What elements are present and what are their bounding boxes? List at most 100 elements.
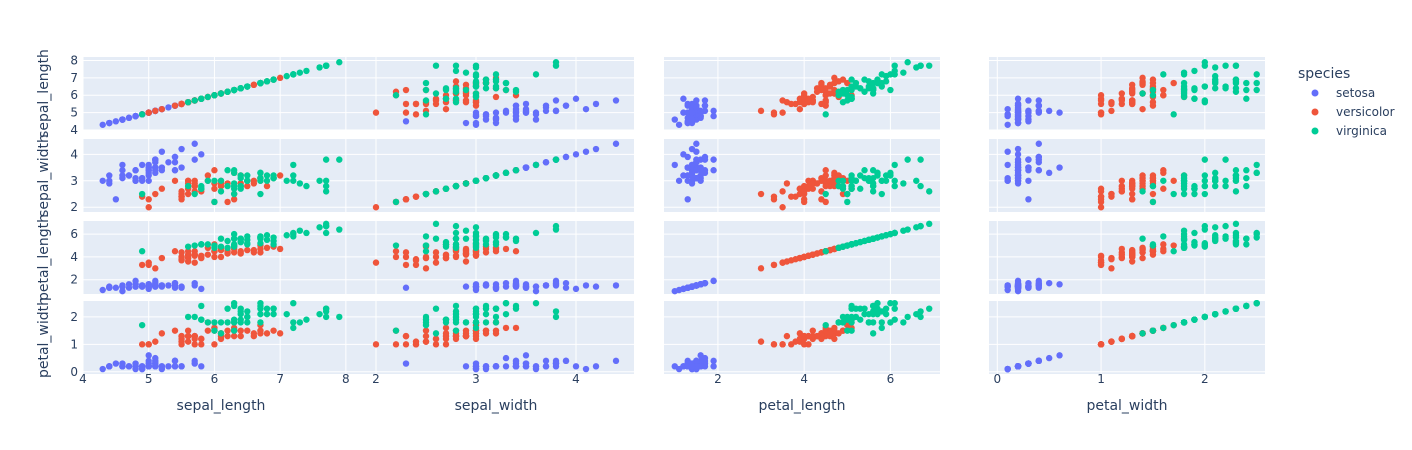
point-virginica [316,64,323,71]
point-setosa [684,164,691,171]
point-setosa [552,97,560,104]
point-versicolor [757,265,765,272]
point-virginica [198,302,205,310]
point-virginica [237,85,244,92]
point-versicolor [171,102,179,109]
point-virginica [257,310,264,318]
point-setosa [171,153,179,161]
point-versicolor [796,105,804,113]
point-versicolor [805,341,812,348]
y-tick-label: 4 [70,123,78,137]
point-virginica [1201,240,1209,247]
point-versicolor [224,198,231,206]
y-axis-title-sepal_width: sepal_width [36,134,52,217]
point-virginica [1149,198,1157,206]
point-versicolor [1108,265,1115,272]
point-virginica [869,188,877,195]
point-versicolor [184,338,192,345]
point-virginica [1201,182,1209,190]
point-virginica [230,230,238,238]
point-virginica [917,156,924,163]
point-virginica [1191,95,1198,102]
point-virginica [452,222,460,230]
point-versicolor [452,252,460,259]
point-versicolor [1160,241,1167,248]
point-virginica [472,319,480,326]
point-setosa [1025,360,1032,367]
point-versicolor [1118,251,1126,258]
point-virginica [904,59,911,66]
point-virginica [257,177,264,184]
point-virginica [1222,182,1229,190]
point-versicolor [211,167,218,174]
point-virginica [904,313,911,321]
point-setosa [1025,118,1032,125]
point-versicolor [805,332,812,340]
point-setosa [1035,282,1043,289]
point-setosa [1035,140,1043,147]
point-virginica [224,182,231,190]
point-versicolor [392,341,400,348]
point-versicolor [452,332,460,340]
point-setosa [572,285,580,293]
point-virginica [1149,86,1157,94]
point-versicolor [432,249,440,256]
point-setosa [462,283,470,290]
point-virginica [852,305,860,312]
point-versicolor [184,332,192,340]
point-virginica [204,177,212,184]
point-versicolor [1139,246,1146,254]
point-versicolor [770,261,778,269]
point-virginica [462,86,470,94]
point-versicolor [1097,341,1105,348]
point-versicolor [276,330,284,337]
point-virginica [224,88,231,95]
point-virginica [442,95,450,102]
point-versicolor [152,265,159,272]
point-setosa [572,363,580,370]
point-setosa [1025,156,1032,163]
point-setosa [572,95,580,102]
point-versicolor [788,257,795,264]
point-versicolor [1128,196,1136,203]
point-virginica [1232,172,1240,179]
point-virginica [1201,59,1209,66]
point-virginica [512,88,520,95]
point-setosa [542,159,550,166]
point-virginica [257,319,264,326]
point-versicolor [831,74,838,82]
point-virginica [1211,310,1219,318]
point-versicolor [757,338,765,345]
point-virginica [1243,79,1250,87]
point-virginica [283,232,290,239]
point-versicolor [770,341,778,348]
point-virginica [257,79,264,87]
point-virginica [422,316,430,323]
point-virginica [432,305,440,312]
point-setosa [693,159,700,166]
point-virginica [835,92,842,99]
point-virginica [230,327,238,334]
y-tick-label: 4 [70,147,78,161]
point-versicolor [844,79,851,87]
point-virginica [1180,71,1188,78]
point-virginica [926,188,933,195]
point-virginica [482,235,490,242]
point-virginica [296,319,304,326]
point-virginica [191,242,198,249]
point-virginica [844,190,851,198]
point-virginica [865,85,873,92]
point-virginica [1211,85,1219,92]
point-virginica [502,299,510,307]
point-versicolor [788,341,795,348]
point-virginica [904,226,911,233]
point-versicolor [800,100,808,108]
point-virginica [316,224,323,231]
y-axis-title-petal_length: petal_length [36,214,52,301]
point-virginica [839,98,847,106]
panel-background [989,221,1265,294]
point-setosa [1004,105,1011,113]
point-virginica [452,327,460,334]
point-versicolor [237,327,244,334]
point-setosa [152,363,159,370]
